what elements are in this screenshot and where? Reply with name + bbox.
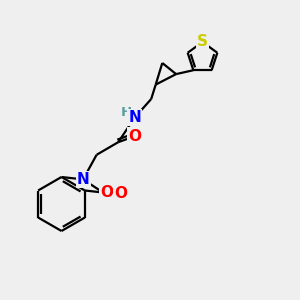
Text: O: O xyxy=(100,185,113,200)
Text: N: N xyxy=(77,172,89,187)
Text: S: S xyxy=(197,34,208,50)
Text: H: H xyxy=(121,106,132,119)
Text: O: O xyxy=(128,129,141,144)
Text: N: N xyxy=(128,110,141,125)
Text: O: O xyxy=(114,186,127,202)
